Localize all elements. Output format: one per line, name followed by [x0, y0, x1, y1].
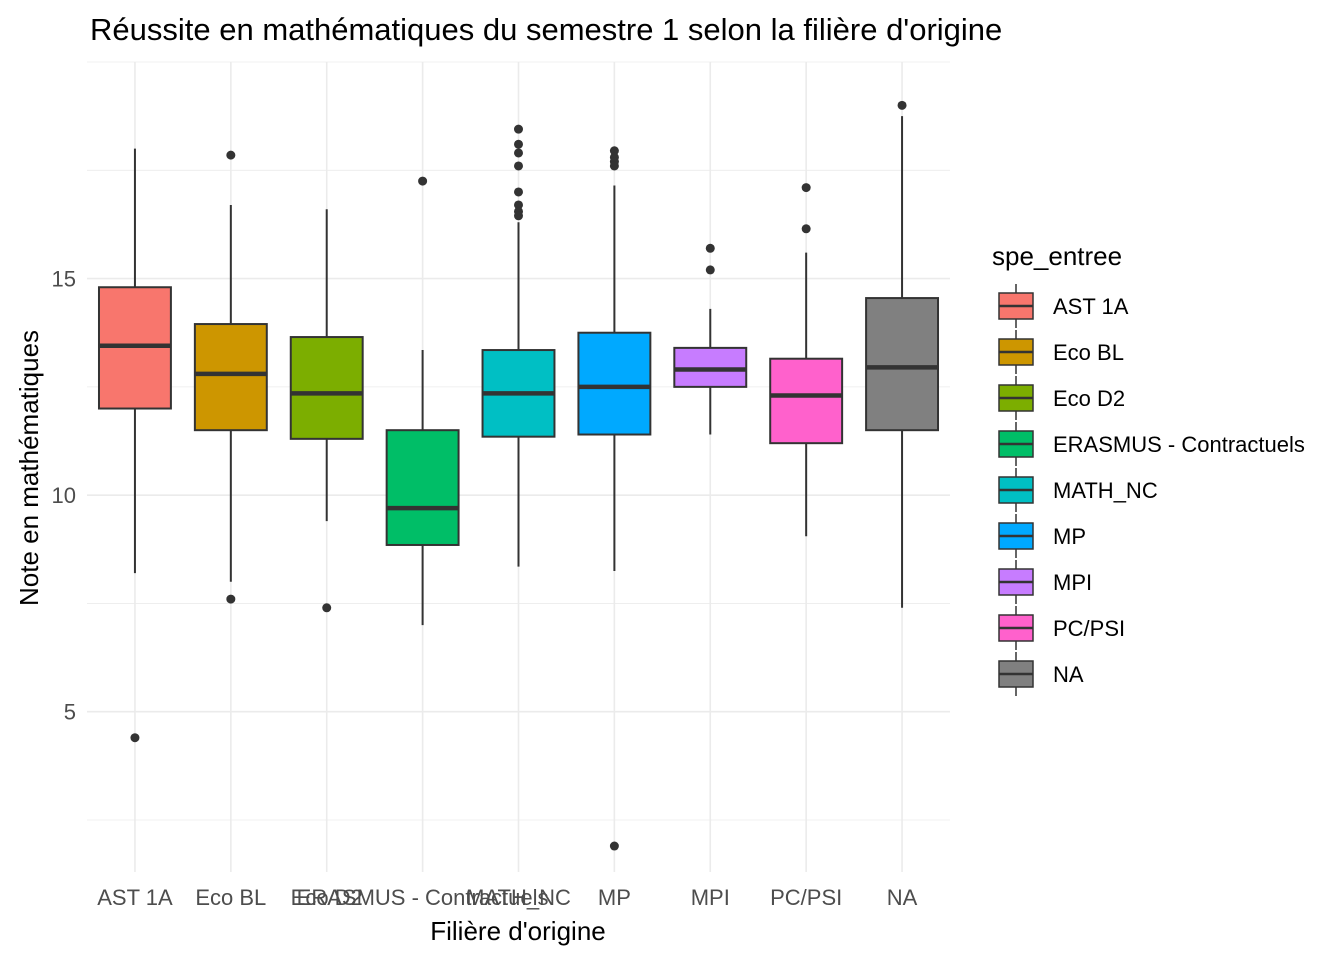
chart-title: Réussite en mathématiques du semestre 1 … [90, 12, 1002, 47]
legend-item-3: Eco D2 [998, 376, 1125, 420]
outlier-point [514, 148, 523, 158]
box-body [385, 429, 460, 546]
legend-item-9: NA [998, 652, 1084, 696]
outlier-point [609, 161, 619, 171]
outlier-point [322, 603, 332, 613]
outlier-point [514, 161, 523, 171]
outlier-point [514, 124, 523, 134]
y-tick-label: 10 [52, 483, 76, 508]
legend-item-2: Eco BL [998, 330, 1124, 374]
x-tick-label: MPI [691, 885, 730, 910]
outlier-point [514, 211, 523, 221]
x-tick-label: ERASMUS - Contractuels [297, 885, 549, 910]
y-tick-label: 5 [64, 700, 76, 725]
x-tick-label: PC/PSI [770, 885, 842, 910]
boxplots [97, 100, 940, 851]
legend-item-1: AST 1A [998, 284, 1129, 328]
outlier-point [801, 224, 811, 234]
x-tick-label: Eco D2 [291, 885, 363, 910]
outlier-point [705, 243, 715, 253]
outlier-point [514, 200, 523, 210]
outlier-point [609, 146, 619, 156]
x-tick-label: MP [598, 885, 631, 910]
outlier-point [705, 265, 715, 275]
box-body [769, 357, 844, 445]
box-body [193, 323, 268, 432]
x-tick-label: MATH_NC [466, 885, 571, 910]
box-body [577, 331, 652, 436]
outlier-point [609, 841, 619, 851]
outlier-point [130, 733, 140, 743]
legend-item-8: PC/PSI [998, 606, 1125, 650]
legend-title: spe_entree [992, 241, 1122, 271]
box-7 [673, 243, 748, 435]
box-body [865, 297, 940, 432]
legend-label: MATH_NC [1053, 478, 1158, 503]
legend-label: ERASMUS - Contractuels [1053, 432, 1305, 457]
y-axis-title: Note en mathématiques [14, 330, 44, 606]
y-tick-label: 15 [52, 267, 76, 292]
outlier-point [514, 139, 523, 149]
outlier-point [801, 183, 811, 193]
box-5 [481, 124, 556, 567]
box-4 [385, 176, 460, 626]
legend-item-7: MPI [998, 560, 1092, 604]
x-tick-label: Eco BL [195, 885, 266, 910]
legend: spe_entree AST 1A Eco BL Eco D2 ERASMUS - C… [992, 241, 1305, 696]
x-axis-title: Filière d'origine [430, 916, 606, 946]
box-9 [865, 100, 940, 608]
x-tick-label: NA [887, 885, 918, 910]
legend-label: AST 1A [1053, 294, 1129, 319]
legend-item-4: ERASMUS - Contractuels [998, 422, 1305, 466]
box-6 [577, 146, 652, 851]
legend-label: Eco D2 [1053, 386, 1125, 411]
legend-label: NA [1053, 662, 1084, 687]
legend-label: PC/PSI [1053, 616, 1125, 641]
outlier-point [226, 150, 236, 160]
box-body [289, 336, 364, 440]
box-3 [289, 209, 364, 613]
outlier-point [226, 594, 236, 604]
box-1 [97, 148, 172, 743]
legend-label: Eco BL [1053, 340, 1124, 365]
legend-item-5: MATH_NC [998, 468, 1158, 512]
box-8 [769, 183, 844, 537]
box-2 [193, 150, 268, 604]
outlier-point [897, 100, 907, 110]
y-axis-ticks: 5 10 15 [52, 267, 76, 725]
outlier-point [514, 187, 523, 197]
x-tick-label: AST 1A [97, 885, 173, 910]
legend-label: MP [1053, 524, 1086, 549]
outlier-point [418, 176, 428, 186]
legend-label: MPI [1053, 570, 1092, 595]
legend-item-6: MP [998, 514, 1086, 558]
